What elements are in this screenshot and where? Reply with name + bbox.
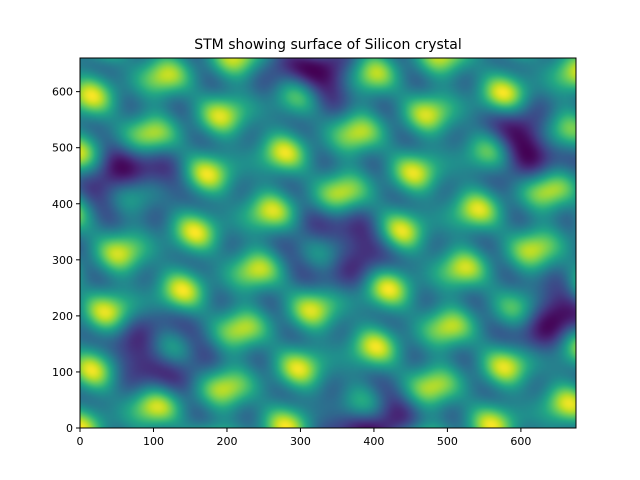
- x-tick-label: 600: [510, 435, 531, 448]
- x-tick-label: 300: [290, 435, 311, 448]
- y-axis: 0 100 200 300 400 500 600: [52, 86, 80, 435]
- x-tick-label: 500: [437, 435, 458, 448]
- plot-area: [79, 57, 577, 429]
- x-axis: 0 100 200 300 400 500 600: [77, 428, 531, 448]
- x-tick-label: 100: [143, 435, 164, 448]
- x-tick-label: 400: [363, 435, 384, 448]
- y-tick-label: 500: [52, 142, 73, 155]
- heatmap-image: [80, 58, 576, 428]
- y-tick-label: 100: [52, 366, 73, 379]
- y-tick-label: 400: [52, 198, 73, 211]
- x-tick-label: 200: [216, 435, 237, 448]
- y-tick-label: 0: [66, 422, 73, 435]
- y-tick-label: 300: [52, 254, 73, 267]
- x-tick-label: 0: [77, 435, 84, 448]
- axes-frame: [79, 57, 577, 429]
- chart-title: STM showing surface of Silicon crystal: [194, 37, 462, 53]
- y-tick-label: 200: [52, 310, 73, 323]
- y-tick-label: 600: [52, 86, 73, 99]
